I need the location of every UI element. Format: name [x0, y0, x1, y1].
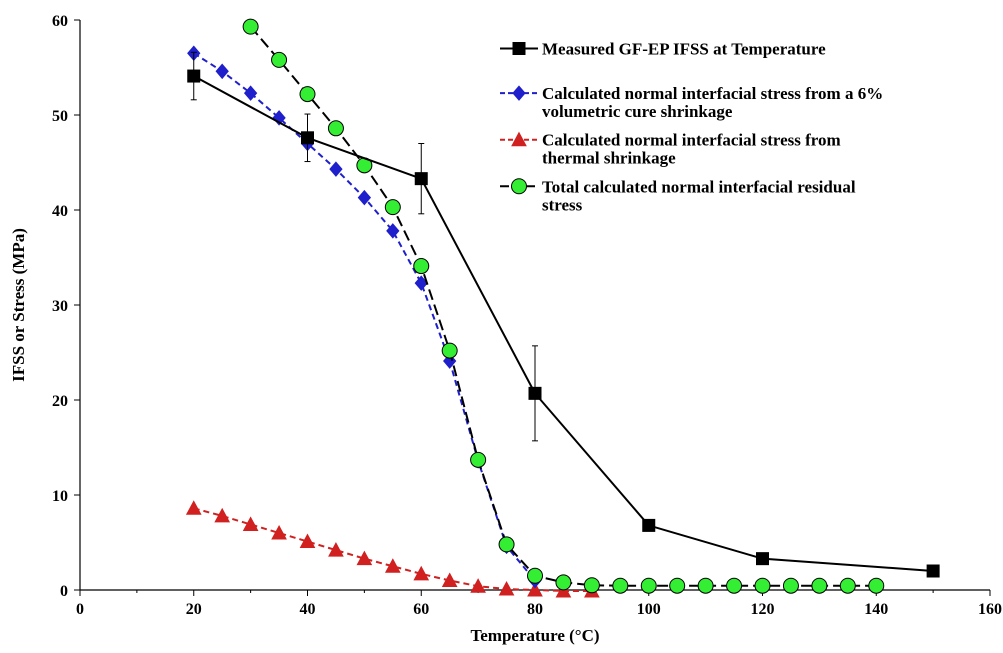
x-tick-label: 80 [527, 601, 543, 618]
legend-item-triangle: Calculated normal interfacial stress fro… [500, 131, 841, 168]
legend-marker [512, 85, 526, 101]
series-diamond [187, 45, 542, 589]
y-tick-label: 20 [52, 393, 68, 410]
data-point [669, 577, 686, 594]
data-point [555, 574, 572, 591]
data-point [329, 161, 343, 177]
data-point [441, 572, 458, 587]
data-point [185, 500, 202, 515]
data-point [555, 582, 572, 598]
data-point [754, 577, 771, 594]
plot-series [185, 18, 940, 598]
y-axis-title: IFSS or Stress (MPa) [9, 228, 28, 382]
data-point [299, 533, 316, 549]
data-point [470, 578, 486, 593]
legend: Measured GF-EP IFSS at Temperature Calcul… [500, 40, 883, 214]
data-point [271, 524, 287, 540]
y-tick-label: 60 [52, 13, 68, 30]
data-point [357, 189, 372, 206]
data-point [583, 577, 600, 594]
legend-label: Measured GF-EP IFSS at Temperature [542, 40, 826, 59]
data-point [327, 120, 344, 137]
data-point [498, 536, 515, 553]
axes [79, 20, 990, 591]
series-line [193, 507, 592, 592]
data-point [528, 386, 542, 400]
data-point [726, 577, 743, 594]
x-axis-title: Temperature (°C) [470, 626, 599, 645]
data-point [413, 258, 430, 275]
data-point [299, 86, 316, 103]
data-point [811, 577, 828, 594]
legend-item-diamond: Calculated normal interfacial stress fro… [500, 84, 883, 121]
legend-label: Calculated normal interfacial stress fro… [542, 131, 841, 150]
data-point [926, 564, 940, 578]
y-tick-label: 0 [60, 583, 68, 600]
data-point [271, 51, 288, 68]
data-point [498, 580, 515, 596]
legend-label: volumetric cure shrinkage [542, 102, 733, 121]
x-tick-label: 40 [300, 601, 316, 618]
x-tick-label: 140 [864, 601, 888, 618]
data-point [782, 577, 799, 594]
data-point [868, 577, 885, 594]
data-point [612, 577, 629, 594]
data-point [386, 223, 400, 239]
data-point [215, 63, 229, 80]
data-point [642, 518, 656, 532]
data-point [470, 451, 487, 468]
x-tick-label: 0 [76, 601, 84, 618]
y-tick-label: 30 [52, 298, 68, 315]
data-point [756, 552, 769, 566]
legend-item-square: Measured GF-EP IFSS at Temperature [500, 40, 826, 59]
data-point [242, 18, 259, 35]
x-tick-label: 160 [978, 601, 1002, 618]
x-tick-label: 60 [413, 601, 429, 618]
data-point [356, 550, 373, 566]
data-point [243, 85, 258, 101]
series-square [187, 51, 940, 578]
data-point [527, 567, 543, 584]
legend-label: stress [542, 195, 583, 214]
legend-item-circle: Total calculated normal interfacial resi… [500, 177, 856, 214]
legend-label: Total calculated normal interfacial resi… [542, 177, 856, 196]
data-point [328, 542, 344, 557]
legend-label: thermal shrinkage [542, 149, 676, 168]
data-point [214, 507, 231, 523]
y-tick-label: 10 [52, 488, 68, 505]
data-point [527, 581, 543, 597]
data-point [384, 558, 401, 573]
x-tick-label: 120 [751, 601, 775, 618]
data-point [839, 577, 856, 594]
legend-marker [511, 131, 527, 147]
data-point [697, 577, 714, 594]
x-tick-label: 20 [186, 601, 202, 618]
data-point [413, 565, 430, 581]
y-tick-label: 40 [52, 203, 68, 220]
y-ticks: 0 10 20 30 40 50 60 [52, 13, 80, 600]
data-point [441, 342, 458, 359]
legend-marker [511, 178, 527, 195]
data-point [242, 516, 259, 531]
y-tick-label: 50 [52, 108, 68, 125]
legend-label: Calculated normal interfacial stress fro… [542, 84, 883, 103]
legend-marker [512, 42, 526, 55]
data-point [384, 199, 401, 216]
series-circle [242, 18, 885, 594]
data-point [301, 131, 314, 145]
data-point [414, 172, 428, 186]
data-point [640, 577, 657, 594]
series-line [193, 52, 536, 582]
data-point [187, 69, 201, 83]
x-tick-label: 100 [637, 601, 661, 618]
